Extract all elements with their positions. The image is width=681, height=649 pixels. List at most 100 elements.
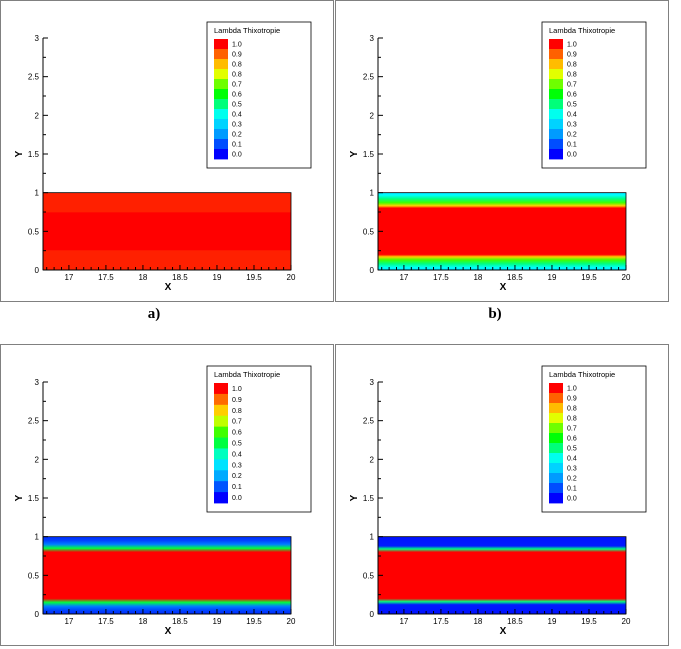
legend-swatch bbox=[549, 463, 563, 474]
x-tick-label: 17.5 bbox=[98, 273, 114, 282]
x-tick-label: 19.5 bbox=[581, 273, 597, 282]
legend-level-label: 0.0 bbox=[232, 152, 242, 159]
x-tick-label: 17 bbox=[64, 273, 73, 282]
legend-level-label: 0.9 bbox=[567, 396, 577, 403]
legend-swatch bbox=[549, 139, 563, 150]
x-tick-label: 20 bbox=[622, 273, 631, 282]
y-tick-label: 1.5 bbox=[363, 494, 375, 503]
legend-level-label: 0.4 bbox=[567, 112, 577, 119]
legend-level-label: 0.0 bbox=[232, 495, 242, 502]
x-tick-label: 17 bbox=[399, 617, 408, 626]
legend-level-label: 0.2 bbox=[232, 473, 242, 480]
x-tick-label: 19 bbox=[548, 273, 557, 282]
legend-level-label: 0.1 bbox=[567, 486, 577, 493]
x-tick-label: 19.5 bbox=[581, 617, 597, 626]
legend-level-label: 0.7 bbox=[232, 419, 242, 426]
legend-level-label: 0.7 bbox=[567, 82, 577, 89]
x-tick-label: 18.5 bbox=[507, 273, 523, 282]
x-axis-label: X bbox=[165, 282, 172, 293]
x-tick-label: 18 bbox=[138, 617, 147, 626]
y-tick-label: 2.5 bbox=[28, 73, 40, 82]
legend-level-label: 0.1 bbox=[567, 142, 577, 149]
y-tick-label: 0 bbox=[370, 266, 375, 275]
x-tick-label: 18.5 bbox=[172, 273, 188, 282]
legend-swatch bbox=[549, 119, 563, 130]
y-tick-label: 2 bbox=[35, 455, 40, 464]
legend-level-label: 0.8 bbox=[567, 72, 577, 79]
legend-swatch bbox=[549, 99, 563, 110]
legend-swatch bbox=[549, 69, 563, 80]
legend-swatch bbox=[214, 383, 228, 395]
x-tick-label: 20 bbox=[287, 273, 296, 282]
legend-level-label: 0.5 bbox=[232, 441, 242, 448]
y-tick-label: 3 bbox=[370, 378, 375, 387]
legend-level-label: 0.2 bbox=[232, 132, 242, 139]
y-tick-label: 3 bbox=[35, 378, 40, 387]
legend-swatch bbox=[549, 483, 563, 494]
legend-swatch bbox=[549, 393, 563, 404]
lambda-field bbox=[42, 192, 292, 271]
x-axis-label: X bbox=[500, 626, 507, 637]
legend-swatch bbox=[214, 481, 228, 493]
x-tick-label: 19 bbox=[213, 617, 222, 626]
x-tick-label: 18.5 bbox=[507, 617, 523, 626]
legend-swatch bbox=[549, 49, 563, 60]
lambda-field bbox=[377, 536, 627, 615]
legend-level-label: 0.2 bbox=[567, 132, 577, 139]
x-axis-label: X bbox=[165, 626, 172, 637]
y-tick-label: 1 bbox=[370, 189, 375, 198]
legend-swatch bbox=[214, 49, 228, 60]
legend-swatch bbox=[214, 139, 228, 150]
y-tick-label: 0.5 bbox=[363, 571, 375, 580]
chart-svg-a: 0 0.5 1 1.5 2 2.5 3 17 17.5 18 18.5 19 19.5 20 X Y Lambd… bbox=[0, 0, 334, 302]
legend-swatch bbox=[549, 413, 563, 424]
legend-level-label: 1.0 bbox=[232, 42, 242, 49]
y-tick-label: 1.5 bbox=[28, 494, 40, 503]
legend-level-label: 0.3 bbox=[232, 122, 242, 129]
y-tick-label: 0.5 bbox=[28, 227, 40, 236]
y-tick-label: 2.5 bbox=[363, 73, 375, 82]
legend-level-label: 0.8 bbox=[567, 416, 577, 423]
legend-swatch bbox=[214, 492, 228, 504]
y-tick-label: 2 bbox=[35, 111, 40, 120]
legend-level-label: 0.6 bbox=[567, 92, 577, 99]
legend-swatch bbox=[549, 453, 563, 464]
y-tick-label: 1.5 bbox=[28, 150, 40, 159]
y-tick-label: 2 bbox=[370, 111, 375, 120]
chart-panel-b: 0 0.5 1 1.5 2 2.5 3 17 17.5 18 18.5 19 19.5 20 X Y Lambd… bbox=[335, 0, 669, 302]
legend-level-label: 0.0 bbox=[567, 152, 577, 159]
legend-swatch bbox=[214, 129, 228, 140]
x-tick-label: 18 bbox=[473, 273, 482, 282]
legend-level-label: 0.5 bbox=[567, 446, 577, 453]
x-tick-label: 17.5 bbox=[98, 617, 114, 626]
legend-level-label: 0.7 bbox=[232, 82, 242, 89]
y-tick-label: 0.5 bbox=[363, 227, 375, 236]
legend-title: Lambda Thixotropie bbox=[549, 370, 615, 379]
legend-level-label: 0.1 bbox=[232, 484, 242, 491]
legend-level-label: 0.8 bbox=[567, 62, 577, 69]
legend-swatch bbox=[214, 79, 228, 90]
x-tick-label: 17 bbox=[64, 617, 73, 626]
legend-level-label: 1.0 bbox=[567, 386, 577, 393]
legend-swatch bbox=[549, 433, 563, 444]
legend-level-label: 0.5 bbox=[232, 102, 242, 109]
legend-level-label: 0.4 bbox=[232, 112, 242, 119]
y-tick-label: 2 bbox=[370, 455, 375, 464]
legend-swatch bbox=[214, 99, 228, 110]
caption-a: a) bbox=[147, 306, 161, 322]
y-tick-label: 0 bbox=[35, 610, 40, 619]
legend-swatch bbox=[214, 437, 228, 449]
legend-level-label: 0.1 bbox=[232, 142, 242, 149]
legend-level-label: 0.3 bbox=[567, 466, 577, 473]
legend-swatch bbox=[214, 426, 228, 438]
legend-swatch bbox=[214, 404, 228, 417]
legend-swatch bbox=[549, 149, 563, 160]
legend-level-label: 0.8 bbox=[232, 72, 242, 79]
legend-swatch bbox=[549, 423, 563, 434]
legend-swatch bbox=[214, 459, 228, 471]
legend-swatch bbox=[214, 470, 228, 482]
x-tick-label: 18 bbox=[473, 617, 482, 626]
legend-level-label: 0.9 bbox=[567, 52, 577, 59]
legend-level-label: 0.5 bbox=[567, 102, 577, 109]
legend-level-label: 0.3 bbox=[567, 122, 577, 129]
